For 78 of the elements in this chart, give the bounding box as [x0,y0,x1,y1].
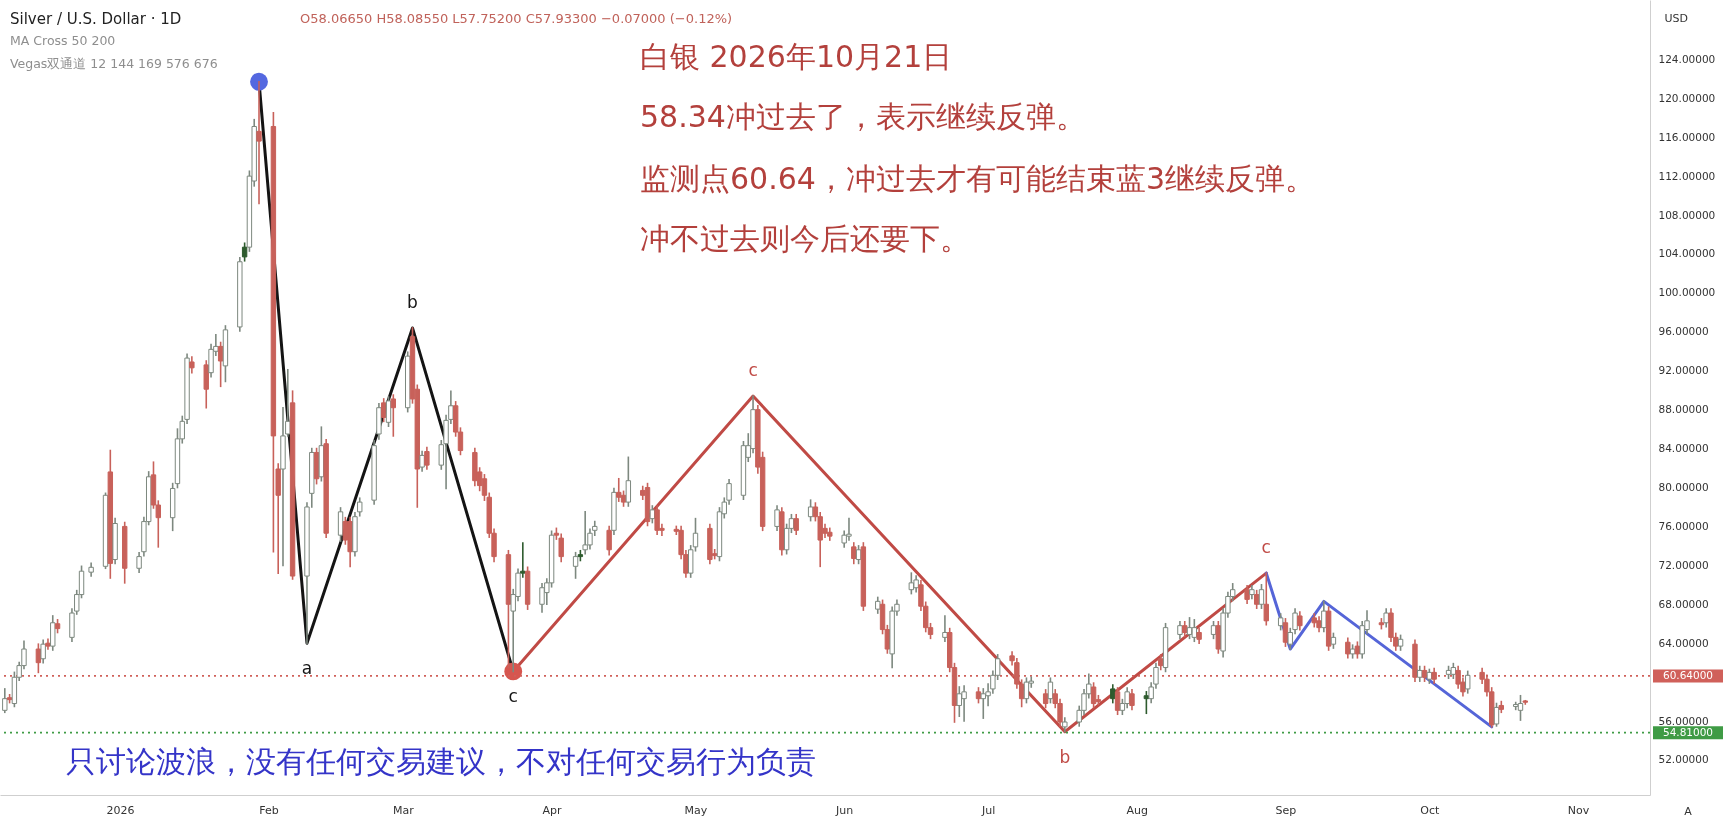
y-tick-label: 120.00000 [1658,91,1716,104]
candlestick [807,499,814,522]
x-tick-label: Sep [1275,803,1297,817]
candlestick [419,450,425,472]
candlestick [851,542,857,565]
y-tick-label: 88.00000 [1658,403,1709,416]
x-tick-label: May [684,803,708,817]
annotation: b [1059,746,1071,767]
candlestick [50,615,56,651]
candlestick [136,551,142,573]
y-tick-label: 76.00000 [1658,519,1709,532]
candlestick [1114,687,1121,716]
candlestick [381,398,387,423]
x-tick-label: Mar [393,803,415,817]
candlestick [424,446,430,470]
y-tick-label: 116.00000 [1658,130,1716,143]
candlestick [1263,572,1269,626]
candlestick [774,505,780,532]
y-tick-label: 92.00000 [1658,364,1709,377]
candlestick [942,615,948,643]
candlestick [390,394,397,437]
candlestick [1023,677,1030,704]
candlestick [1258,584,1265,609]
candlestick [1090,682,1097,709]
y-tick-label: 108.00000 [1658,208,1716,221]
text: A [1684,805,1693,818]
y-tick-label: 96.00000 [1658,325,1709,338]
x-tick-label: Apr [542,803,563,817]
candlestick [1493,702,1500,727]
x-tick-label: Aug [1126,803,1149,817]
candlestick [1215,620,1222,654]
ref-line-label: 54.81000 [1662,725,1714,738]
candlestick [1129,689,1135,711]
candlestick [256,80,262,205]
annotation: a [301,658,313,679]
annotation: b [407,291,418,312]
annotation: MA Cross 50 200 [10,33,116,48]
y-tick-label: 68.00000 [1658,597,1709,610]
y-axis-title: USD [1664,11,1689,25]
annotation: 冲不过去则今后还要下。 [640,221,970,256]
y-tick-label: 124.00000 [1658,52,1716,65]
x-tick-label: Feb [259,803,279,817]
ref-line-label: 60.64000 [1662,668,1714,681]
annotation: 58.34冲过去了，表示继续反弹。 [640,99,1086,134]
candlestick [217,341,224,388]
candlestick [1517,694,1524,721]
candlestick [520,542,526,578]
candlestick [572,551,579,579]
x-tick-label: Jun [835,803,854,817]
candlestick [1321,600,1327,633]
x-tick-label: Jul [980,803,996,817]
annotation: O58.06650 H58.08550 L57.75200 C57.93300 −0.07000 (−0.12%) [300,11,733,26]
candlestick [606,525,612,556]
y-tick-label: 56.00000 [1658,714,1709,727]
text: Silver / U.S. Dollar · 1D [10,10,182,28]
annotation: 白银 2026年10月21日 [640,39,953,74]
candlestick [40,639,46,664]
y-tick-label: 80.00000 [1658,481,1709,494]
y-tick-label: 84.00000 [1658,442,1709,455]
annotation: 只讨论波浪，没有任何交易建议，不对任何交易行为负责 [66,744,816,779]
candlestick [793,513,799,536]
annotation: 监测点60.64，冲过去才有可能结束蓝3继续反弹。 [640,161,1315,196]
annotation: c [748,360,758,381]
annotation: c [508,686,518,707]
y-tick-label: 100.00000 [1658,286,1716,299]
x-tick-label: Oct [1420,803,1441,817]
y-tick-label: 112.00000 [1658,169,1716,182]
y-tick-label: 64.00000 [1658,636,1709,649]
y-tick-label: 72.00000 [1658,558,1709,571]
candlestick [1465,670,1471,694]
candlestick [1345,637,1351,659]
y-tick-label: 104.00000 [1658,247,1716,260]
y-tick-label: 52.00000 [1658,753,1709,766]
annotation: c [1261,537,1271,558]
candlestick [625,456,632,507]
annotation: Vegas双通道 12 144 169 576 676 [10,56,218,71]
x-tick-label: 2026 [106,803,135,817]
x-tick-label: Nov [1567,803,1590,817]
